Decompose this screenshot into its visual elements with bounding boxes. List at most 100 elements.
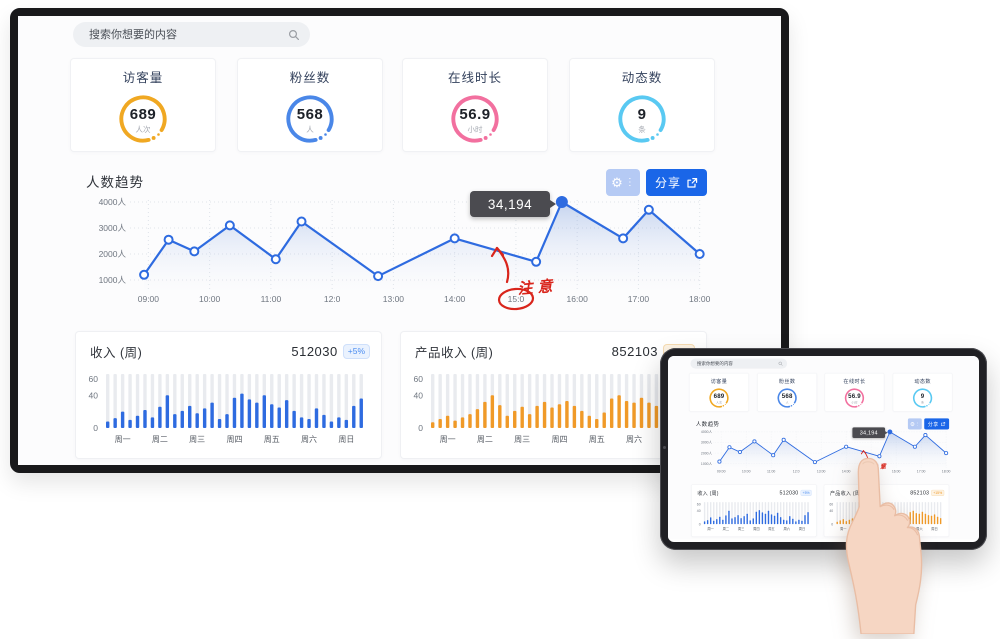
annotation-text: 注意	[517, 277, 558, 298]
bar	[713, 520, 715, 525]
svg-text:16:00: 16:00	[892, 470, 901, 474]
bar	[912, 510, 914, 525]
bar	[703, 521, 706, 525]
chart-tooltip: 34,194	[852, 427, 888, 439]
stat-value: 568	[296, 106, 324, 123]
svg-text:12:0: 12:0	[793, 470, 800, 474]
bar	[299, 417, 304, 428]
bar	[453, 420, 457, 428]
bar	[165, 395, 170, 428]
bar	[632, 402, 636, 428]
bar	[716, 519, 718, 525]
bar	[247, 399, 252, 428]
bar	[158, 406, 162, 428]
svg-text:3000人: 3000人	[99, 223, 127, 233]
stat-card-visitors: 访客量 689 人次	[689, 373, 749, 412]
svg-text:0: 0	[831, 522, 833, 526]
bar	[767, 510, 770, 525]
bar	[617, 395, 621, 428]
svg-text:周六: 周六	[783, 526, 790, 531]
stat-ring: 689 人次	[708, 387, 729, 408]
tablet-screen: 访客量 689 人次 粉丝数 568 人	[668, 356, 979, 542]
svg-text:周日: 周日	[799, 526, 806, 531]
svg-text:10:00: 10:00	[742, 470, 751, 474]
svg-text:周日: 周日	[338, 435, 354, 444]
svg-text:周四: 周四	[226, 435, 242, 444]
bar	[490, 395, 495, 428]
bar	[804, 515, 806, 525]
bar	[188, 405, 192, 428]
bar	[270, 404, 274, 428]
bar	[807, 512, 809, 525]
bar	[232, 397, 237, 428]
svg-text:11:00: 11:00	[767, 470, 775, 474]
share-icon	[941, 421, 946, 426]
svg-text:1000人: 1000人	[99, 275, 127, 285]
search-icon[interactable]	[778, 361, 783, 366]
share-button[interactable]: 分享	[924, 418, 950, 430]
settings-button[interactable]: ⚙ ⋮	[907, 418, 922, 430]
bar	[752, 518, 754, 525]
svg-text:周四: 周四	[753, 526, 760, 531]
svg-text:1000人: 1000人	[701, 461, 713, 466]
bar	[255, 402, 259, 428]
svg-text:周二: 周二	[477, 435, 493, 444]
stat-card-visitors: 访客量 689 人次	[71, 59, 215, 151]
bar	[535, 405, 539, 428]
data-point	[296, 216, 307, 227]
stat-unit: 人次	[135, 125, 151, 134]
stat-ring: 9 条	[616, 93, 668, 145]
monitor-frame: 访客量 689 人次 粉丝数 568 人	[10, 8, 789, 473]
income-change-badge: +5%	[343, 345, 369, 358]
bar	[764, 513, 767, 525]
settings-button[interactable]: ⚙ ⋮	[606, 169, 640, 196]
stat-unit: 人	[306, 125, 314, 134]
bar	[709, 517, 712, 525]
search-input[interactable]	[696, 360, 779, 367]
bar	[438, 419, 442, 428]
search-input[interactable]	[87, 27, 288, 42]
bar	[921, 511, 924, 525]
bar	[839, 520, 841, 525]
svg-text:周一: 周一	[440, 435, 456, 444]
search-icon[interactable]	[288, 29, 300, 41]
stat-card-online-time: 在线时长 56.9 小时	[403, 59, 547, 151]
svg-text:0: 0	[699, 522, 701, 526]
bar	[789, 516, 791, 525]
bar	[498, 405, 502, 428]
svg-text:周日: 周日	[931, 526, 938, 531]
stat-unit: 小时	[851, 400, 858, 405]
bar	[743, 516, 745, 525]
svg-text:60: 60	[829, 502, 833, 506]
data-point	[618, 233, 629, 244]
share-button[interactable]: 分享	[646, 169, 707, 196]
svg-text:0: 0	[418, 423, 423, 433]
tablet-camera	[663, 446, 666, 449]
bar	[210, 402, 214, 428]
data-point	[781, 437, 786, 442]
bar	[933, 514, 936, 525]
product-income-total: 852103	[910, 489, 930, 496]
svg-text:60: 60	[89, 374, 99, 384]
data-point	[771, 453, 776, 458]
data-point	[373, 271, 384, 282]
product-income-card-title: 产品收入 (周)	[829, 490, 862, 497]
bar	[128, 419, 132, 428]
svg-text:11:00: 11:00	[261, 294, 282, 304]
stat-ring: 56.9 小时	[844, 387, 865, 408]
stat-title: 粉丝数	[778, 378, 796, 385]
bar	[845, 521, 848, 525]
income-card-title: 收入 (周)	[90, 346, 143, 360]
stat-value: 56.9	[848, 392, 861, 400]
stat-value: 689	[713, 392, 725, 400]
stat-card-posts: 动态数 9 条	[570, 59, 714, 151]
stat-title: 动态数	[621, 71, 663, 85]
stat-title: 在线时长	[843, 378, 866, 385]
data-point	[727, 445, 732, 450]
svg-text:3000人: 3000人	[701, 440, 713, 445]
bar	[344, 419, 349, 428]
bar	[624, 401, 629, 428]
svg-text:09:00: 09:00	[138, 294, 160, 304]
stat-value: 689	[129, 106, 157, 123]
bar	[639, 397, 644, 428]
